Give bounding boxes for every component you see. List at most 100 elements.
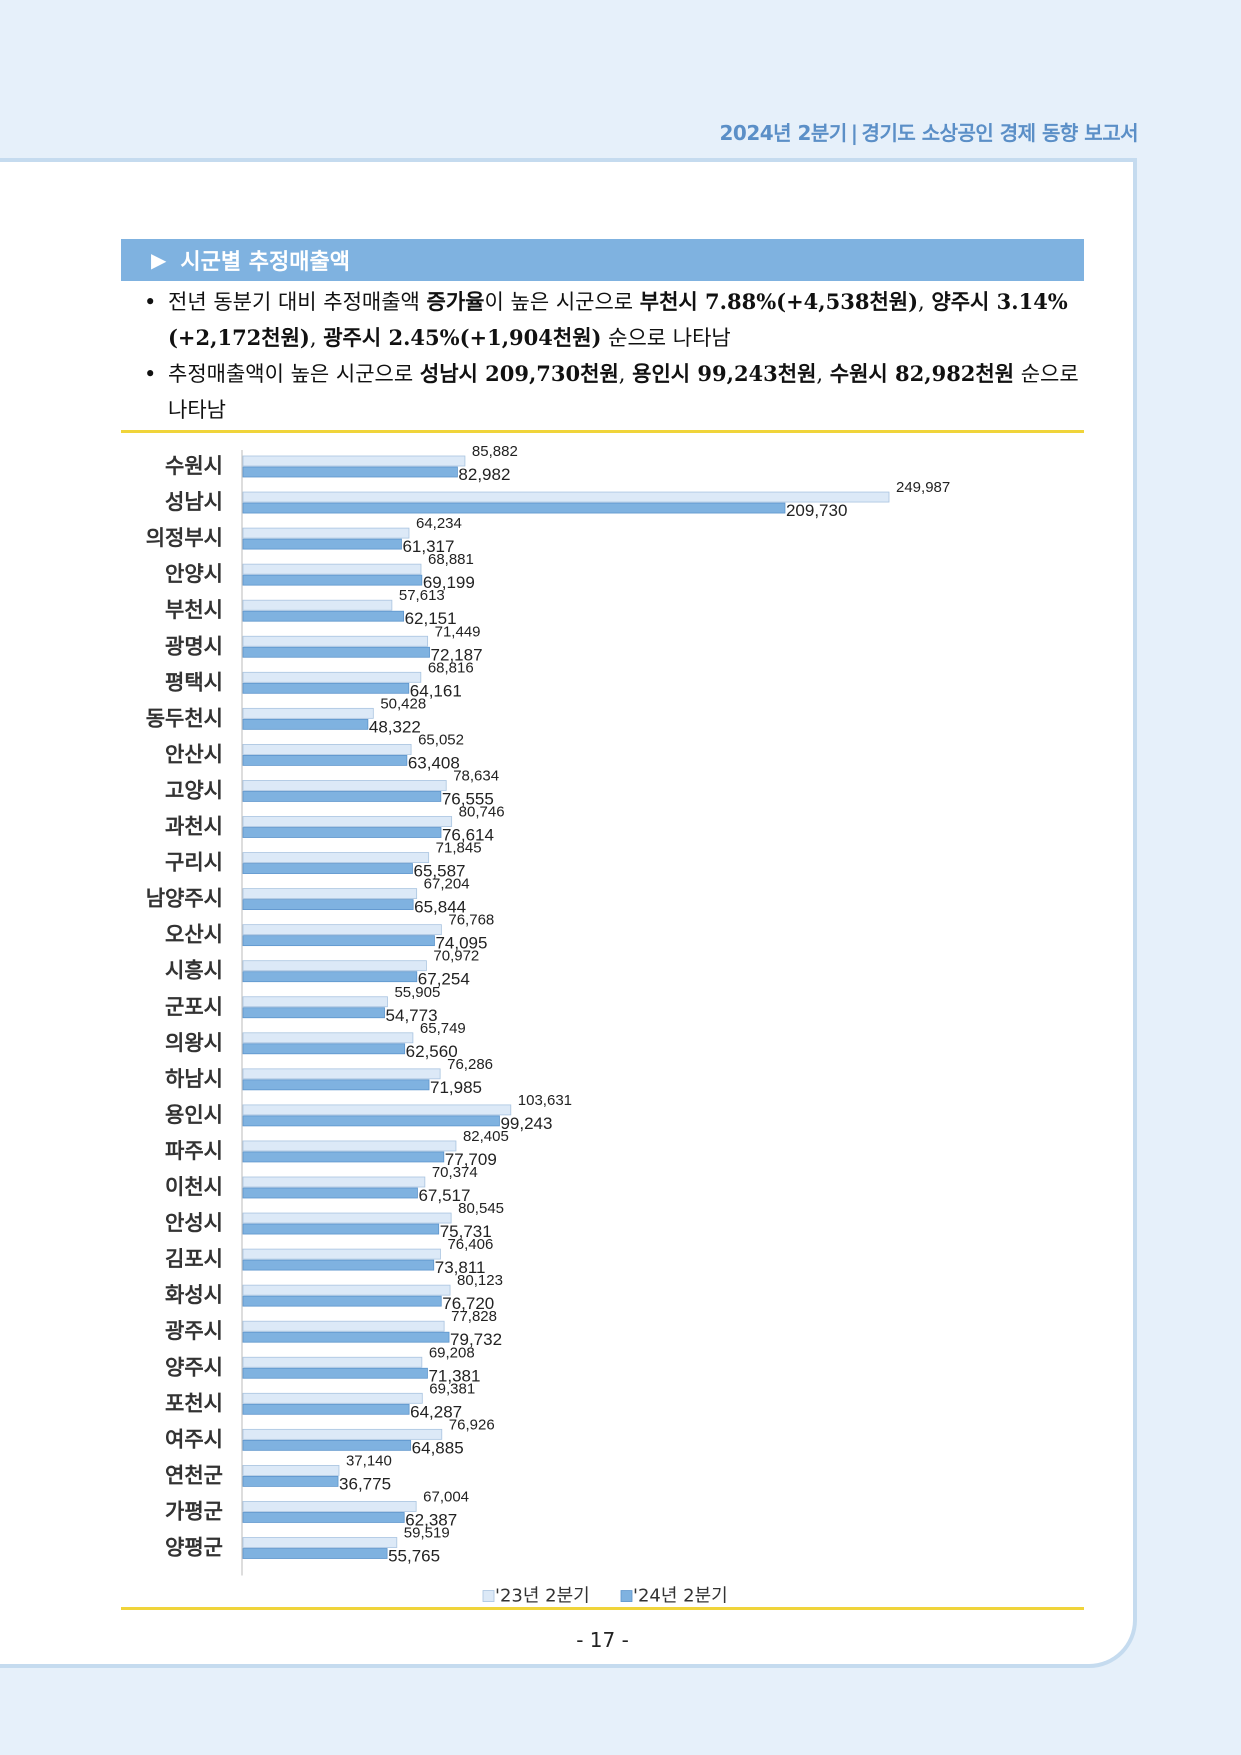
- bullet-text: 전년 동분기 대비 추정매출액: [168, 290, 427, 314]
- category-label: 화성시: [165, 1283, 223, 1307]
- category-label: 의정부시: [146, 526, 223, 550]
- bullet-emphasis: 부천시 7.88%(+4,538천원): [639, 289, 919, 314]
- bar-2023q2: [242, 491, 890, 503]
- data-label-2023q2: 69,208: [429, 1344, 475, 1361]
- data-label-2023q2: 69,381: [429, 1380, 475, 1397]
- bar-2024q2: [242, 935, 435, 947]
- bar-2023q2: [242, 1501, 417, 1512]
- bar-2024q2: [242, 538, 402, 550]
- bar-2024q2: [242, 1548, 388, 1559]
- data-label-2024q2: 99,243: [500, 1114, 552, 1133]
- category-label: 성남시: [165, 490, 223, 514]
- bar-2023q2: [242, 563, 422, 575]
- bar-2024q2: [242, 1295, 442, 1307]
- bullet-emphasis: 증가율: [426, 289, 485, 314]
- bar-2023q2: [242, 1140, 457, 1152]
- category-label: 용인시: [165, 1103, 223, 1127]
- bullet-text: 이 높은 시군으로: [484, 290, 640, 314]
- data-label-2024q2: 64,885: [412, 1438, 464, 1457]
- data-label-2023q2: 57,613: [399, 587, 445, 604]
- bar-2024q2: [242, 574, 423, 586]
- data-label-2024q2: 48,322: [369, 717, 421, 736]
- bar-2023q2: [242, 743, 412, 755]
- bar-2024q2: [242, 754, 408, 766]
- bar-2023q2: [242, 1068, 441, 1080]
- bar-2023q2: [242, 1320, 445, 1332]
- category-label: 여주시: [165, 1427, 223, 1451]
- bullet-text: 추정매출액이 높은 시군으로: [168, 362, 420, 386]
- data-label-2023q2: 76,926: [449, 1416, 495, 1433]
- bar-2024q2: [242, 610, 405, 622]
- data-label-2023q2: 64,234: [416, 515, 462, 532]
- bullet-emphasis: 수원시 82,982천원: [829, 361, 1015, 386]
- data-label-2024q2: 62,151: [405, 609, 457, 628]
- summary-bullets: • 전년 동분기 대비 추정매출액 증가율이 높은 시군으로 부천시 7.88%(…: [140, 284, 1090, 428]
- data-label-2024q2: 69,199: [423, 573, 475, 592]
- data-label-2024q2: 76,720: [442, 1294, 494, 1313]
- data-label-2024q2: 72,187: [431, 645, 483, 664]
- data-label-2023q2: 71,449: [435, 623, 481, 640]
- bar-2023q2: [242, 1212, 452, 1224]
- data-label-2024q2: 74,095: [435, 934, 487, 953]
- data-label-2023q2: 59,519: [404, 1525, 450, 1542]
- top-band: [0, 0, 1241, 158]
- bullet-emphasis: 성남시 209,730천원: [419, 361, 619, 386]
- category-label: 파주시: [165, 1139, 223, 1163]
- sales-bar-chart: 수원시 85,882 82,982 성남시 249,987 209,730 의정부시 64,2…: [121, 440, 1084, 1610]
- data-label-2024q2: 65,587: [413, 862, 465, 881]
- data-label-2024q2: 65,844: [414, 898, 466, 917]
- data-label-2023q2: 76,768: [448, 912, 494, 929]
- bar-2023q2: [242, 816, 453, 827]
- category-label: 군포시: [165, 995, 223, 1019]
- bar-2023q2: [242, 1248, 441, 1260]
- bar-2024q2: [242, 502, 786, 514]
- data-label-2024q2: 76,555: [442, 789, 494, 808]
- legend-label-2023q2: '23년 2분기: [495, 1586, 590, 1607]
- category-label: 부천시: [165, 598, 223, 622]
- bullet-text: ,: [309, 326, 324, 350]
- bar-2023q2: [242, 996, 388, 1008]
- category-label: 연천군: [165, 1463, 223, 1487]
- data-label-2023q2: 80,545: [458, 1200, 504, 1217]
- top-rule: [121, 430, 1084, 433]
- data-label-2023q2: 71,845: [436, 840, 482, 857]
- bar-2024q2: [242, 646, 430, 658]
- data-label-2023q2: 82,405: [463, 1128, 509, 1145]
- bar-2023q2: [242, 527, 410, 539]
- data-label-2024q2: 209,730: [786, 501, 847, 520]
- bar-2024q2: [242, 1187, 418, 1199]
- bar-2023q2: [242, 960, 427, 972]
- bar-2023q2: [242, 924, 442, 936]
- bullet-dot-icon: •: [144, 290, 157, 314]
- bar-2023q2: [242, 1537, 398, 1548]
- data-label-2024q2: 82,982: [458, 465, 510, 484]
- data-label-2023q2: 77,828: [451, 1308, 497, 1325]
- bullet-text: ,: [918, 290, 932, 314]
- data-label-2023q2: 80,123: [457, 1272, 503, 1289]
- bar-2023q2: [242, 707, 374, 719]
- header-title: 경기도 소상공인 경제 동향 보고서: [861, 121, 1139, 145]
- bullet-text: 순으로 나타남: [601, 326, 731, 350]
- data-label-2023q2: 78,634: [453, 767, 499, 784]
- legend-swatch-2024q2: [620, 1590, 633, 1602]
- data-label-2023q2: 50,428: [380, 695, 426, 712]
- bullet-text: 순으로 나타남: [168, 362, 1079, 422]
- section-title: 시군별 추정매출액: [180, 250, 350, 275]
- data-label-2023q2: 67,204: [424, 876, 470, 893]
- data-label-2024q2: 64,161: [410, 681, 462, 700]
- page-number: - 17 -: [576, 1628, 629, 1652]
- data-label-2024q2: 75,731: [440, 1222, 492, 1241]
- summary-bullet: • 추정매출액이 높은 시군으로 성남시 209,730천원, 용인시 99,24…: [140, 356, 1090, 428]
- bar-2024q2: [242, 971, 418, 983]
- data-label-2024q2: 63,408: [408, 753, 460, 772]
- bar-2023q2: [242, 455, 466, 467]
- bar-2024q2: [242, 1151, 445, 1163]
- category-label: 김포시: [165, 1247, 223, 1271]
- category-label: 오산시: [165, 923, 223, 947]
- data-label-2023q2: 80,746: [459, 804, 505, 821]
- bar-2023q2: [242, 852, 430, 863]
- category-label: 시흥시: [165, 959, 223, 983]
- triangle-marker-icon: ▶: [151, 248, 167, 272]
- bar-2023q2: [242, 599, 393, 611]
- category-label: 남양주시: [146, 887, 223, 911]
